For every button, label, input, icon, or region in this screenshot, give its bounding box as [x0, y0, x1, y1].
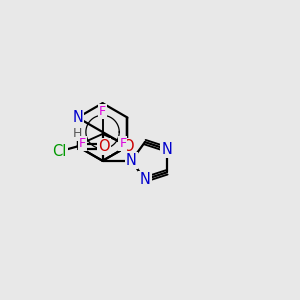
Text: Cl: Cl: [52, 144, 67, 159]
Text: O: O: [98, 139, 110, 154]
Text: N: N: [140, 172, 150, 187]
Text: N: N: [126, 153, 137, 168]
Text: N: N: [161, 142, 172, 157]
Text: F: F: [79, 136, 86, 150]
Text: F: F: [119, 136, 126, 150]
Text: O: O: [122, 139, 133, 154]
Text: H: H: [73, 127, 82, 140]
Text: F: F: [99, 105, 106, 118]
Text: N: N: [72, 110, 83, 125]
